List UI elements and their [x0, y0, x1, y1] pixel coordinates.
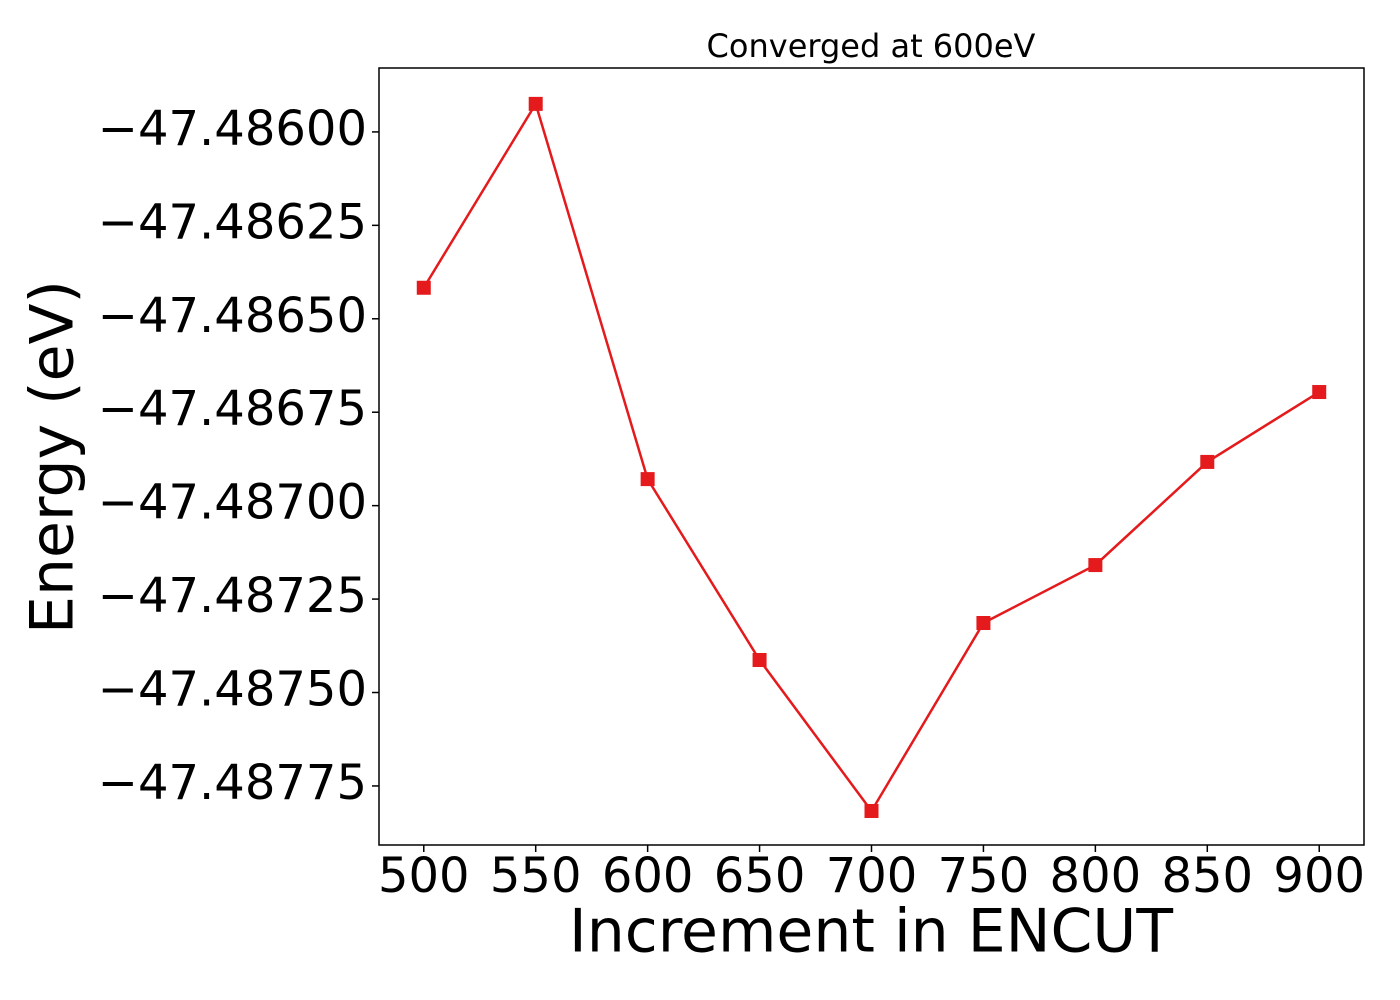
x-tick-label: 800	[1050, 848, 1142, 904]
y-tick-label: −47.48625	[98, 194, 367, 250]
y-tick-label: −47.48750	[98, 662, 367, 718]
x-tick-label: 500	[378, 848, 470, 904]
y-tick-label: −47.48600	[98, 101, 367, 157]
chart-title: Converged at 600eV	[707, 27, 1036, 65]
x-tick-label: 600	[602, 848, 694, 904]
y-tick-label: −47.48775	[98, 755, 367, 811]
data-point	[528, 96, 543, 111]
y-tick-label: −47.48700	[98, 475, 367, 531]
data-point	[1088, 558, 1103, 573]
plot-frame	[378, 67, 1365, 846]
x-tick-label: 550	[490, 848, 582, 904]
y-tick-label: −47.48675	[98, 381, 367, 437]
data-point	[864, 803, 879, 818]
data-point	[416, 280, 431, 295]
data-point	[1312, 385, 1327, 400]
data-point	[640, 472, 655, 487]
data-point	[976, 616, 991, 630]
x-tick-label: 650	[714, 848, 806, 904]
x-tick-label: 900	[1273, 848, 1365, 904]
x-tick-label: 700	[826, 848, 918, 904]
y-tick-label: −47.48650	[98, 288, 367, 344]
x-tick-label: 750	[938, 848, 1030, 904]
data-point	[752, 653, 767, 667]
x-tick-label: 850	[1161, 848, 1253, 904]
y-axis-label: Energy (eV)	[18, 280, 88, 634]
data-point	[1200, 454, 1215, 469]
y-tick-label: −47.48725	[98, 568, 367, 624]
x-axis-label: Increment in ENCUT	[569, 897, 1173, 967]
